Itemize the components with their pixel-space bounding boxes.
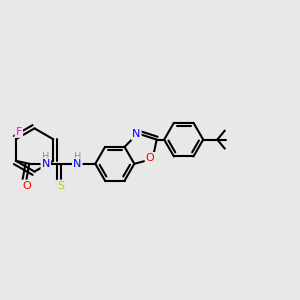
Text: N: N: [42, 159, 50, 169]
Text: H: H: [74, 152, 81, 162]
Text: O: O: [22, 181, 31, 191]
Text: N: N: [73, 159, 82, 169]
Text: H: H: [42, 152, 50, 162]
Text: S: S: [57, 181, 64, 191]
Text: F: F: [16, 127, 22, 137]
Text: O: O: [146, 153, 154, 163]
Text: N: N: [132, 129, 140, 140]
